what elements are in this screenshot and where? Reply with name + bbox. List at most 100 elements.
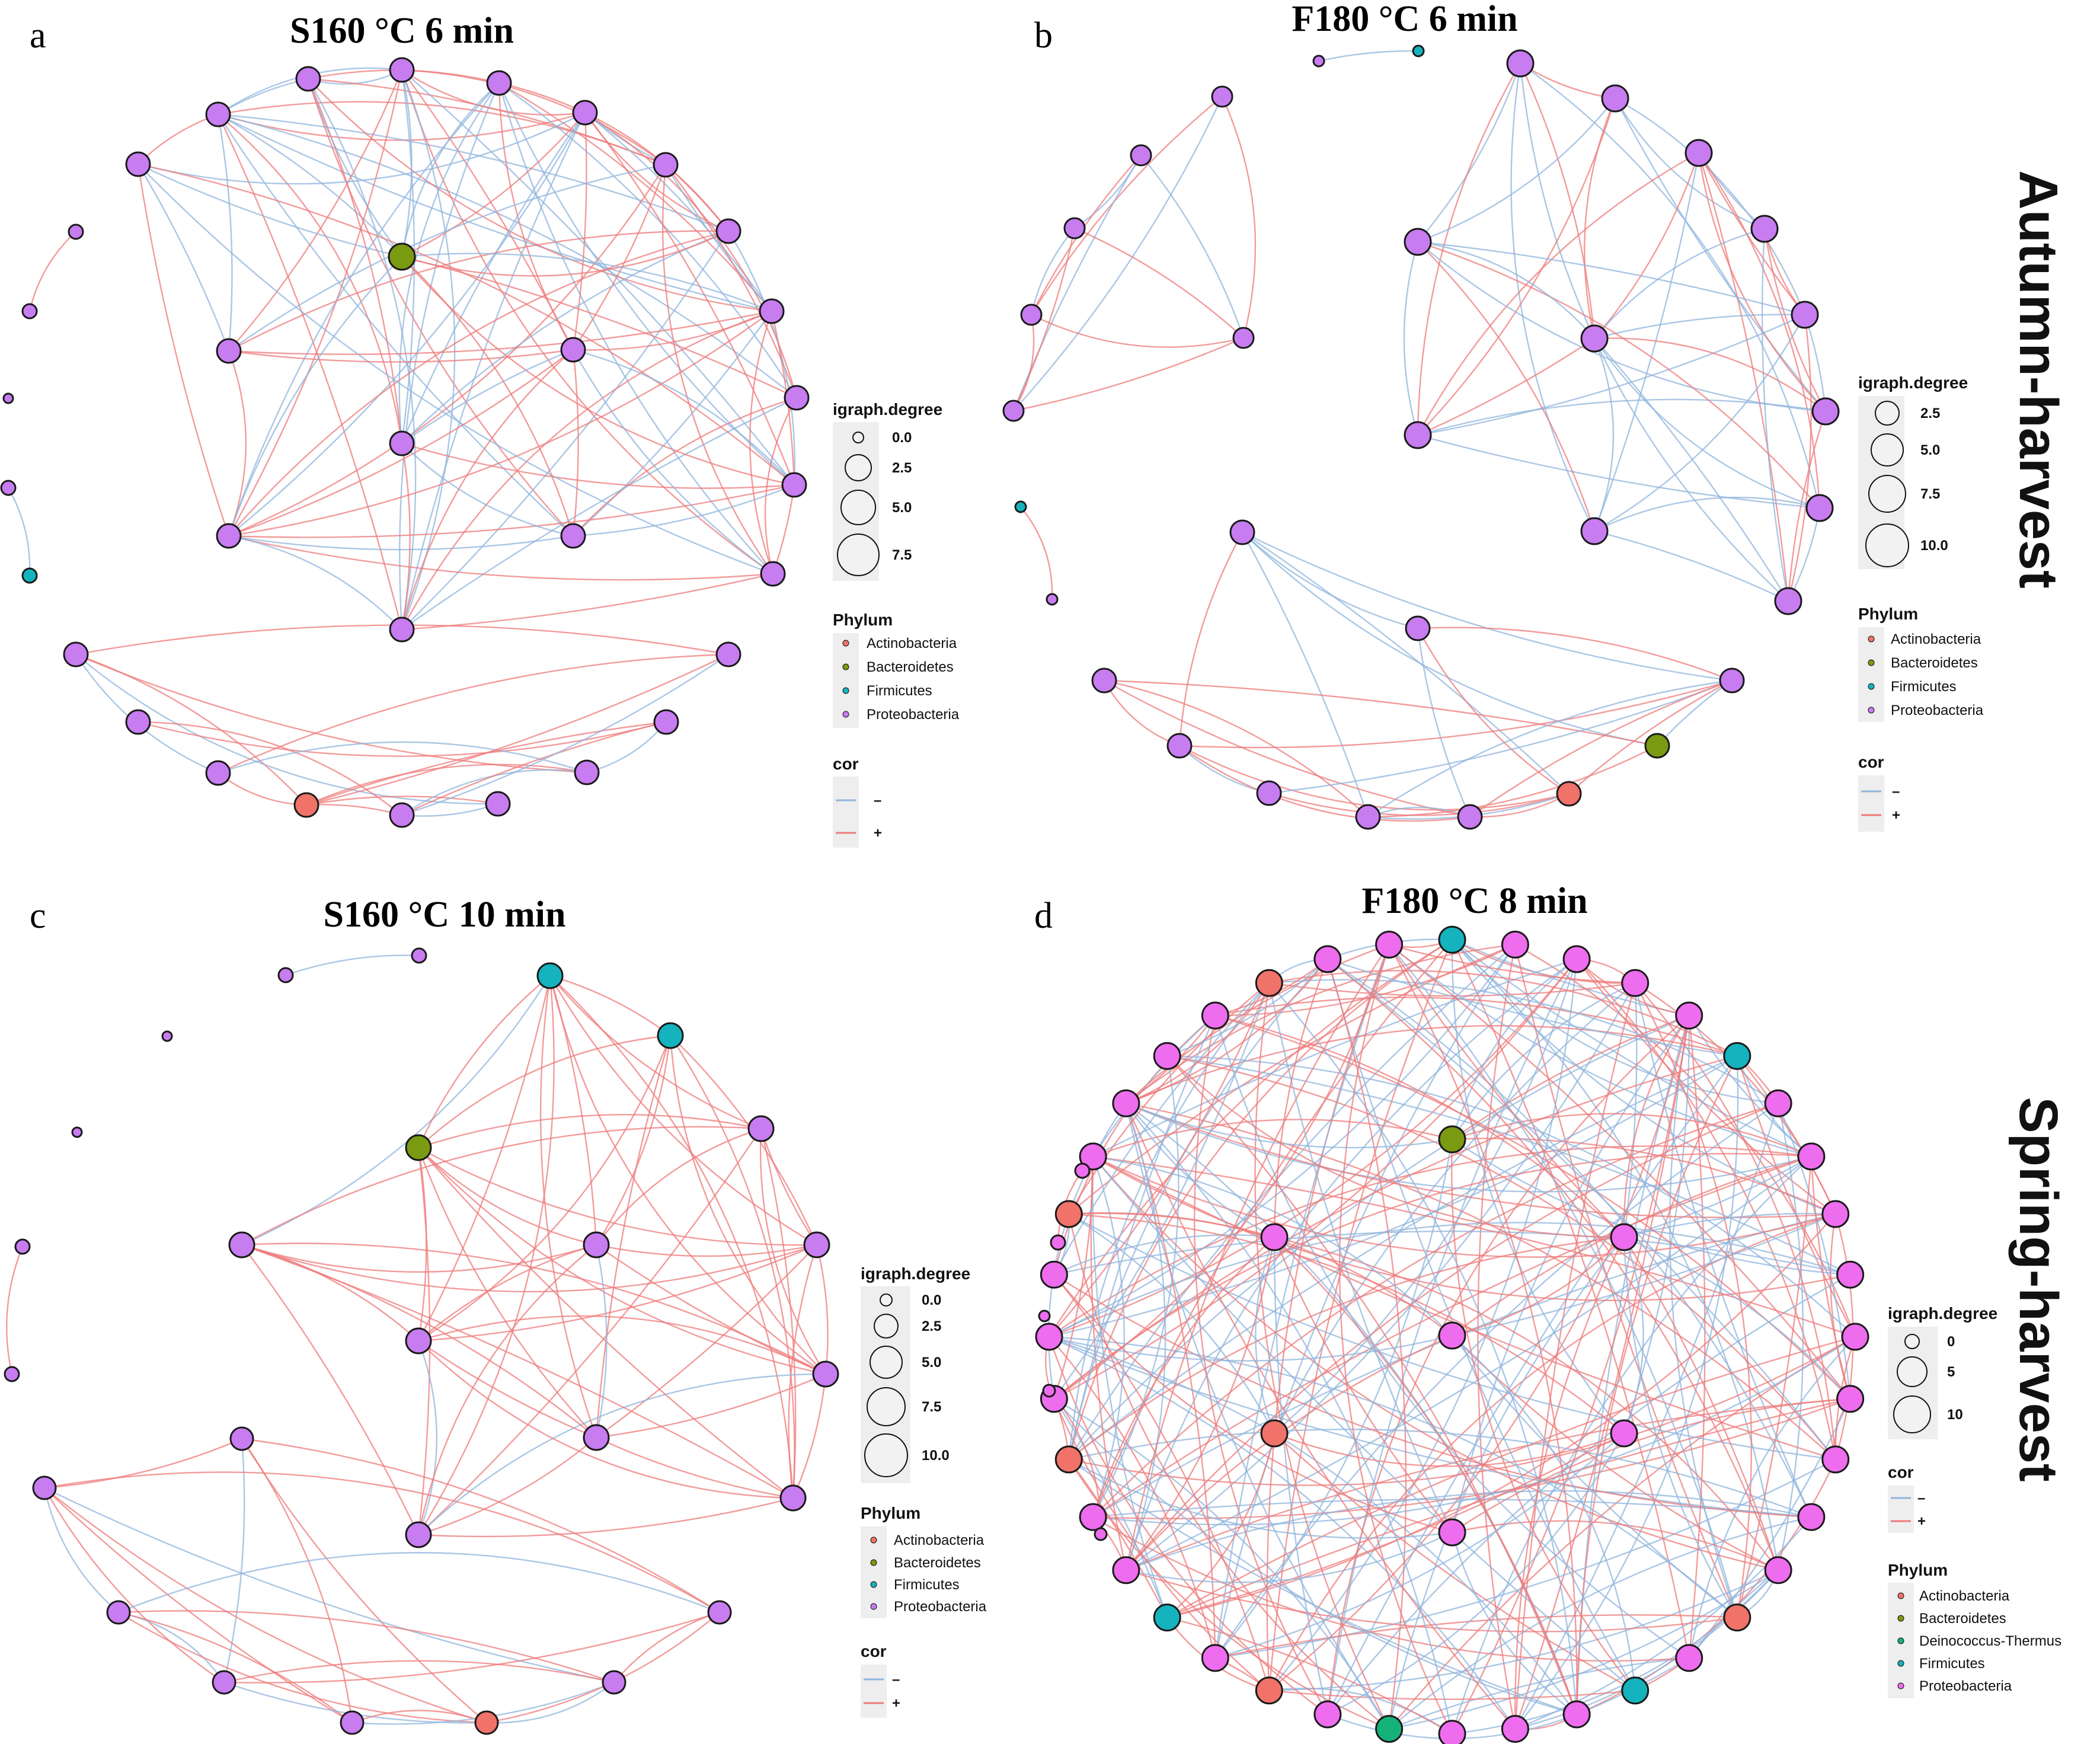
panel-c-main-edge (241, 1244, 794, 1499)
panel-d-network-edge (1068, 944, 1516, 1460)
panel-d-network-edge (1327, 959, 1836, 1460)
panel-a-pair2-edge (7, 487, 31, 576)
panel-d-network-node (1079, 1142, 1107, 1171)
panel-d-network-edge (1634, 982, 1752, 1618)
legend-c-size-3 (867, 1387, 906, 1426)
legend-a-size-label-2: 5.0 (892, 500, 912, 516)
panel-b-right-edge (1698, 152, 1765, 229)
panel-a-lower-node (205, 760, 231, 786)
legend-b-cor-neg: – (1892, 784, 1900, 800)
panel-c-main-node (405, 1521, 432, 1548)
legend-d-size-label-0: 0 (1947, 1334, 1955, 1350)
panel-a-main-edge (401, 310, 772, 630)
legend-a-phylum-2: Firmicutes (867, 683, 932, 699)
panel-a-main-edge (218, 111, 586, 141)
panel-d-network-edge (1049, 982, 1270, 1337)
panel-b-right-edge (1698, 152, 1821, 509)
panel-b-right-node (1404, 421, 1432, 449)
panel-d-network-edge (1452, 1335, 1738, 1618)
panel-a-lower-node (63, 641, 89, 667)
panel-a-main-edge (217, 114, 233, 352)
panel-d-network-edge (1327, 958, 1738, 1057)
panel-b-lower-edge (1417, 628, 1570, 795)
panel-c-isolated-node (161, 1030, 173, 1042)
panel-a-main-node (784, 385, 810, 411)
panel-d-network-edge (1049, 1145, 1812, 1337)
panel-b-right-edge (1417, 63, 1522, 242)
panel-d-network-edge (1068, 1213, 1276, 1434)
legend-c-firmicutes-swatch (870, 1581, 877, 1588)
panel-d-network-edge (1269, 970, 1738, 1057)
panel-a-main-edge (138, 164, 773, 575)
panel-d-network-node (1153, 1042, 1181, 1070)
panel-b-lower-node (1355, 804, 1381, 830)
panel-a-main-edge (401, 230, 729, 444)
panel-b-right-edge (1594, 530, 1789, 602)
panel-a-main-edge (228, 535, 574, 551)
panel-b-right-edge (1520, 62, 1616, 100)
panel-d-network-edge (1194, 1015, 1328, 1715)
panel-d-network-edge (1623, 1015, 1690, 1238)
panel-d-network-node (1821, 1445, 1850, 1474)
panel-d-network-edge (1092, 1336, 1856, 1526)
panel-d-network-edge (1214, 1433, 1625, 1659)
panel-b-tri-edge (1031, 314, 1244, 348)
panel-c-main-edge (669, 1035, 826, 1375)
panel-c-main-edge (418, 1437, 597, 1536)
panel-b-lower-node (1556, 781, 1582, 807)
panel-d-network-edge (1214, 1103, 1779, 1659)
legend-c-degree-title: igraph.degree (861, 1264, 970, 1283)
panel-c-main-edge (549, 975, 817, 1246)
panel-d-network-edge (1214, 1139, 1453, 1659)
legend-c-size-label-3: 7.5 (922, 1399, 941, 1415)
panel-d-title: F180 °C 8 min (1361, 881, 1587, 921)
panel-c-main-edge (596, 1373, 826, 1439)
legend-a-cor-title: cor (833, 755, 859, 773)
panel-a-main-edge (401, 112, 586, 258)
panel-c-pair-left-node (14, 1238, 31, 1255)
panel-c-main-edge (241, 1244, 817, 1293)
panel-b-tri-node (1020, 304, 1043, 326)
panel-b-tri-node (1232, 327, 1255, 349)
panel-d-network-edge (1688, 1398, 1851, 1659)
panel-c-lower-node (32, 1475, 57, 1500)
panel-d-network-node (1841, 1323, 1869, 1351)
panel-c-pair-top-node (277, 967, 294, 983)
panel-d-network-edge (1166, 1213, 1836, 1618)
panel-a-main-edge (401, 443, 574, 537)
panel-b-pair-top-edge (1318, 50, 1419, 62)
panel-c-lower-edge (241, 1438, 720, 1614)
panel-d-network-node (1621, 1676, 1650, 1705)
panel-c-main-node (536, 962, 564, 989)
panel-c-lower-edge (223, 1438, 245, 1683)
legend-b-phylum-2: Firmicutes (1891, 679, 1957, 695)
panel-a-main-edge (228, 112, 586, 536)
legend-b-size-label-0: 2.5 (1920, 405, 1940, 421)
panel-d-network-edge (1623, 1236, 1851, 1400)
panel-b-right-node (1774, 587, 1802, 615)
panel-d-network-edge (1053, 1274, 1270, 1691)
panel-a-pair1-node (21, 303, 38, 320)
legend-a-cor-neg: – (874, 793, 881, 809)
panel-d-network-node (1836, 1385, 1865, 1413)
panel-b-right-node (1580, 517, 1609, 545)
panel-b-lower-node (1091, 667, 1117, 694)
panel-a-main-edge (401, 69, 586, 116)
panel-b-tri-node (1130, 144, 1152, 167)
panel-b-right-edge (1615, 97, 1806, 315)
panel-c-lower-edge (118, 1610, 615, 1684)
panel-b-tri-edge (1140, 155, 1245, 338)
panel-d-network-edge (1452, 1014, 1690, 1140)
panel-a-main-edge (498, 82, 798, 398)
panel-d-network-node (1054, 1445, 1083, 1474)
legend-a-phylum-title: Phylum (833, 611, 893, 629)
panel-c-main-edge (816, 1244, 829, 1375)
panel-a-main-edge (138, 113, 219, 165)
panel-d-network-node (1054, 1200, 1083, 1228)
legend-b-phylum-title: Phylum (1858, 605, 1918, 623)
panel-b-tri-edge (1221, 96, 1257, 338)
panel-d-network-edge (1269, 1688, 1453, 1735)
panel-d-network-node (1723, 1604, 1751, 1632)
panel-b-lower-node (1405, 615, 1431, 641)
panel-c-main-edge (241, 1126, 762, 1246)
